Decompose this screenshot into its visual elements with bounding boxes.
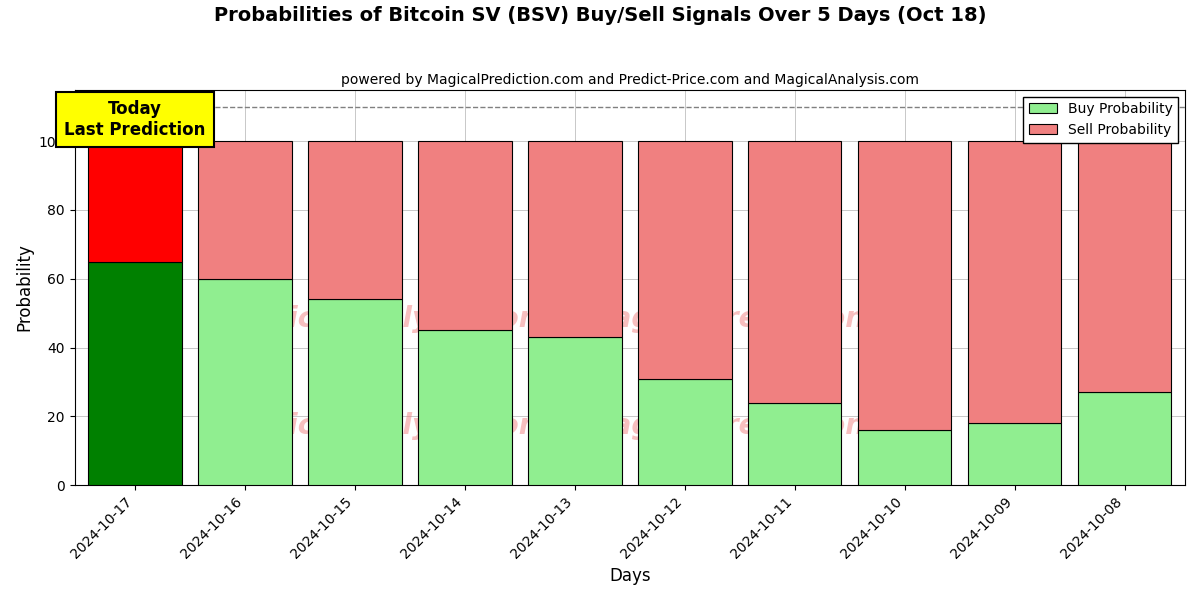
X-axis label: Days: Days <box>610 567 650 585</box>
Bar <box>638 379 732 485</box>
Text: MagicalAnalysis.com: MagicalAnalysis.com <box>223 412 548 440</box>
Bar <box>968 423 1061 485</box>
Title: powered by MagicalPrediction.com and Predict-Price.com and MagicalAnalysis.com: powered by MagicalPrediction.com and Pre… <box>341 73 919 87</box>
Bar <box>89 262 182 485</box>
Text: MagicalPrediction.com: MagicalPrediction.com <box>586 412 941 440</box>
Bar <box>419 141 511 331</box>
Bar <box>1078 392 1171 485</box>
Bar <box>638 141 732 379</box>
Bar <box>1078 141 1171 392</box>
Bar <box>198 279 292 485</box>
Text: Probabilities of Bitcoin SV (BSV) Buy/Sell Signals Over 5 Days (Oct 18): Probabilities of Bitcoin SV (BSV) Buy/Se… <box>214 6 986 25</box>
Text: MagicalAnalysis.com: MagicalAnalysis.com <box>223 305 548 333</box>
Bar <box>528 141 622 337</box>
Y-axis label: Probability: Probability <box>16 244 34 331</box>
Bar <box>858 141 952 430</box>
Bar <box>89 141 182 262</box>
Bar <box>748 141 841 403</box>
Legend: Buy Probability, Sell Probability: Buy Probability, Sell Probability <box>1024 97 1178 143</box>
Bar <box>858 430 952 485</box>
Bar <box>748 403 841 485</box>
Bar <box>308 141 402 299</box>
Bar <box>198 141 292 279</box>
Bar <box>308 299 402 485</box>
Text: Today
Last Prediction: Today Last Prediction <box>65 100 206 139</box>
Bar <box>528 337 622 485</box>
Text: MagicalPrediction.com: MagicalPrediction.com <box>586 305 941 333</box>
Bar <box>419 331 511 485</box>
Bar <box>968 141 1061 423</box>
